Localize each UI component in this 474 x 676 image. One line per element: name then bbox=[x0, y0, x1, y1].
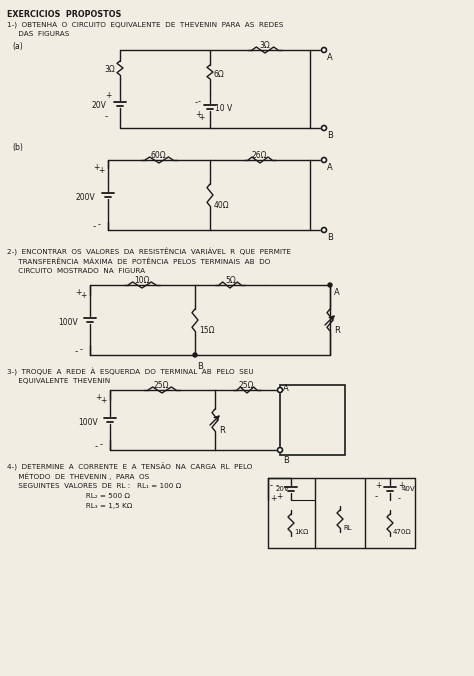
Text: 100V: 100V bbox=[78, 418, 98, 427]
Text: +: + bbox=[93, 163, 100, 172]
Text: 200V: 200V bbox=[76, 193, 96, 202]
Circle shape bbox=[277, 448, 283, 452]
Text: -: - bbox=[276, 481, 279, 490]
Circle shape bbox=[321, 47, 327, 53]
Text: 470Ω: 470Ω bbox=[393, 529, 412, 535]
Text: 1KΩ: 1KΩ bbox=[294, 529, 309, 535]
Text: 3-)  TROQUE  A  REDE  À  ESQUERDA  DO  TERMINAL  AB  PELO  SEU: 3-) TROQUE A REDE À ESQUERDA DO TERMINAL… bbox=[7, 368, 254, 376]
Circle shape bbox=[193, 353, 197, 357]
Text: -: - bbox=[105, 112, 108, 121]
Circle shape bbox=[321, 158, 327, 162]
Text: CIRCUITO  MOSTRADO  NA  FIGURA: CIRCUITO MOSTRADO NA FIGURA bbox=[7, 268, 145, 274]
Text: 40V: 40V bbox=[402, 486, 416, 492]
Circle shape bbox=[321, 126, 327, 130]
Text: R: R bbox=[334, 326, 340, 335]
Text: RL: RL bbox=[343, 525, 352, 531]
Text: 3Ω: 3Ω bbox=[104, 65, 115, 74]
Text: +: + bbox=[98, 166, 104, 175]
Text: +: + bbox=[375, 481, 382, 490]
Text: +: + bbox=[100, 396, 106, 405]
Text: RL₃ = 1,5 KΩ: RL₃ = 1,5 KΩ bbox=[7, 503, 132, 509]
Text: A: A bbox=[327, 53, 333, 62]
Text: +: + bbox=[105, 91, 111, 100]
Text: -: - bbox=[270, 481, 273, 490]
Text: 26Ω: 26Ω bbox=[252, 151, 267, 160]
Text: 3Ω: 3Ω bbox=[259, 41, 270, 50]
Text: +: + bbox=[270, 494, 276, 503]
Text: 100V: 100V bbox=[58, 318, 78, 327]
Text: EXERCICIOS  PROPOSTOS: EXERCICIOS PROPOSTOS bbox=[7, 10, 121, 19]
Text: (a): (a) bbox=[12, 42, 23, 51]
Circle shape bbox=[321, 228, 327, 233]
Text: +: + bbox=[75, 288, 82, 297]
Text: B: B bbox=[327, 233, 333, 242]
Text: MÉTODO  DE  THEVENIN ,  PARA  OS: MÉTODO DE THEVENIN , PARA OS bbox=[7, 473, 149, 481]
Text: -: - bbox=[98, 220, 101, 229]
Text: A: A bbox=[334, 288, 340, 297]
Text: B: B bbox=[283, 456, 289, 465]
Circle shape bbox=[328, 283, 332, 287]
Text: RL₂ = 500 Ω: RL₂ = 500 Ω bbox=[7, 493, 130, 499]
Text: A: A bbox=[327, 163, 333, 172]
Text: A: A bbox=[283, 384, 289, 393]
Text: +: + bbox=[198, 113, 204, 122]
Text: +: + bbox=[95, 393, 101, 402]
Text: DAS  FIGURAS: DAS FIGURAS bbox=[7, 31, 69, 37]
Text: 2-)  ENCONTRAR  OS  VALORES  DA  RESISTÊNCIA  VARIÁVEL  R  QUE  PERMITE: 2-) ENCONTRAR OS VALORES DA RESISTÊNCIA … bbox=[7, 248, 291, 256]
Text: EQUIVALENTE  THEVENIN: EQUIVALENTE THEVENIN bbox=[7, 378, 110, 384]
Text: -: - bbox=[375, 492, 378, 501]
Text: +: + bbox=[195, 110, 201, 119]
Text: SEGUINTES  VALORES  DE  RL :   RL₁ = 100 Ω: SEGUINTES VALORES DE RL : RL₁ = 100 Ω bbox=[7, 483, 181, 489]
Text: 10Ω: 10Ω bbox=[134, 276, 149, 285]
Text: 15Ω: 15Ω bbox=[199, 326, 215, 335]
Text: R: R bbox=[219, 426, 225, 435]
Text: 6Ω: 6Ω bbox=[214, 70, 225, 79]
Text: 4-)  DETERMINE  A  CORRENTE  E  A  TENSÃO  NA  CARGA  RL  PELO: 4-) DETERMINE A CORRENTE E A TENSÃO NA C… bbox=[7, 463, 252, 471]
Text: (b): (b) bbox=[12, 143, 23, 152]
Text: 10 V: 10 V bbox=[215, 104, 232, 113]
Text: TRANSFERÊNCIA  MÁXIMA  DE  POTÊNCIA  PELOS  TERMINAIS  AB  DO: TRANSFERÊNCIA MÁXIMA DE POTÊNCIA PELOS T… bbox=[7, 258, 270, 264]
Text: +: + bbox=[398, 481, 404, 490]
Text: 25Ω: 25Ω bbox=[154, 381, 170, 390]
Text: +: + bbox=[276, 492, 283, 501]
Text: B: B bbox=[327, 131, 333, 140]
Text: 5Ω: 5Ω bbox=[225, 276, 236, 285]
Text: 1-)  OBTENHA  O  CIRCUITO  EQUIVALENTE  DE  THEVENIN  PARA  AS  REDES: 1-) OBTENHA O CIRCUITO EQUIVALENTE DE TH… bbox=[7, 21, 283, 28]
Text: -: - bbox=[100, 440, 103, 449]
Circle shape bbox=[277, 387, 283, 393]
Text: 40Ω: 40Ω bbox=[214, 201, 229, 210]
Text: -: - bbox=[198, 97, 201, 106]
Text: 60Ω: 60Ω bbox=[151, 151, 167, 160]
Text: -: - bbox=[398, 494, 401, 503]
Text: 20V: 20V bbox=[276, 486, 290, 492]
Text: 25Ω: 25Ω bbox=[239, 381, 255, 390]
Bar bbox=[280, 385, 345, 455]
Text: -: - bbox=[75, 347, 78, 356]
Text: -: - bbox=[93, 222, 96, 231]
Text: -: - bbox=[80, 345, 83, 354]
Text: +: + bbox=[80, 291, 86, 300]
Text: -: - bbox=[195, 98, 198, 107]
Text: 20V: 20V bbox=[92, 101, 107, 110]
Text: B: B bbox=[197, 362, 203, 371]
Text: -: - bbox=[95, 442, 98, 451]
